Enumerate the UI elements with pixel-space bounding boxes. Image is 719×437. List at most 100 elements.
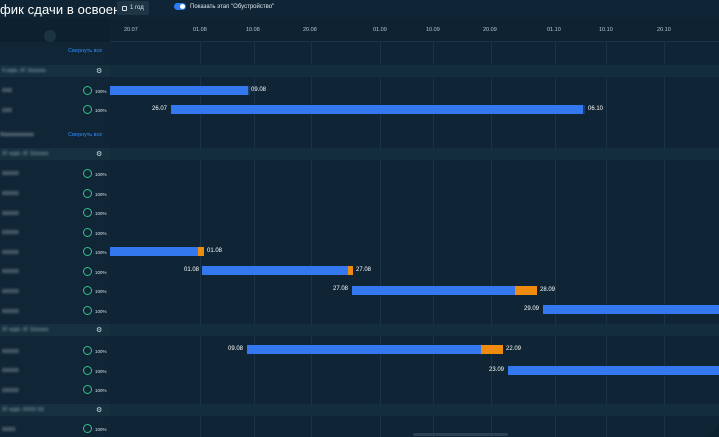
row-percent: 100% — [95, 427, 107, 432]
gantt-bar[interactable] — [352, 286, 515, 295]
bar-start-label: 09.08 — [228, 346, 244, 352]
sidebar-header — [0, 18, 110, 42]
group-header-2[interactable]: ХГ корп. ХГ Ххххххх ⚙ — [0, 148, 110, 160]
row-label: ХХХХХ — [2, 368, 19, 374]
row-percent: 100% — [95, 388, 107, 393]
grid-line — [606, 42, 607, 437]
sidebar: Свернуть все Х корп. ХГ Ххххххх ⚙ ХХХ 10… — [0, 18, 110, 437]
row-label: ХХХХХ — [2, 171, 19, 177]
bar-end-label: 22.09 — [506, 346, 522, 352]
row-label: ХХХХ — [2, 427, 16, 433]
date-tick: 01.09 — [373, 27, 387, 33]
row-percent: 100% — [95, 108, 107, 113]
row-label: ХХХХХ — [2, 230, 19, 236]
progress-ring-icon — [83, 424, 92, 433]
bar-end-label: 06.10 — [588, 106, 604, 112]
group-title: ХГ корп. ХГ Ххххххх — [2, 151, 49, 157]
gear-icon[interactable]: ⚙ — [96, 68, 103, 75]
range-button-label: 1 год — [130, 5, 144, 11]
bar-start-label: 26.07 — [152, 106, 168, 112]
toggle-label: Показать этап "Обустройство" — [190, 3, 275, 10]
obustroystvo-segment[interactable] — [515, 286, 537, 295]
group-title: ХГ корп. ХХХХ ХХ — [2, 407, 45, 413]
row-label: ХХХ — [2, 108, 13, 114]
progress-ring-icon — [83, 208, 92, 217]
grid-line — [491, 42, 492, 437]
row-percent: 100% — [95, 192, 107, 197]
date-tick: 20.07 — [124, 27, 138, 33]
row-percent: 100% — [95, 250, 107, 255]
row-label: ХХХХХ — [2, 250, 19, 256]
obustroystvo-segment[interactable] — [481, 345, 503, 354]
grid-line — [433, 42, 434, 437]
progress-ring-icon — [83, 366, 92, 375]
section-title: Хххххххххххх — [0, 132, 34, 138]
date-tick: 20.10 — [657, 27, 671, 33]
gantt-bar[interactable] — [110, 247, 198, 256]
bar-end-label: 28.09 — [540, 287, 556, 293]
bar-start-label: 23.09 — [489, 367, 505, 373]
bar-start-label: 29.09 — [524, 306, 540, 312]
calendar-icon — [122, 5, 127, 11]
gear-icon[interactable]: ⚙ — [96, 151, 103, 158]
row-label: ХХХХХ — [2, 191, 19, 197]
row-percent: 100% — [95, 289, 107, 294]
horizontal-scrollbar[interactable] — [413, 433, 508, 436]
row-label: ХХХХХ — [2, 289, 19, 295]
progress-ring-icon — [83, 346, 92, 355]
group-band — [110, 65, 719, 77]
progress-ring-icon — [83, 286, 92, 295]
date-tick: 01.10 — [547, 27, 561, 33]
toggle-switch[interactable] — [174, 3, 186, 10]
row-label: ХХХХХ — [2, 211, 19, 217]
show-obustroystvo-toggle[interactable]: Показать этап "Обустройство" — [174, 3, 274, 10]
progress-ring-icon — [83, 247, 92, 256]
row-percent: 100% — [95, 89, 107, 94]
avatar — [44, 30, 56, 42]
progress-ring-icon — [83, 228, 92, 237]
bar-end-label: 27.08 — [356, 267, 372, 273]
group-band — [110, 404, 719, 416]
top-bar: фик сдачи в освоение 1 год Показать этап… — [0, 0, 719, 18]
group-title: ХГ корп. ХГ Ххххххх — [2, 327, 49, 333]
row-label: ХХХ — [2, 88, 13, 94]
row-percent: 100% — [95, 172, 107, 177]
range-button[interactable]: 1 год — [117, 1, 149, 15]
bar-start-label: 01.08 — [184, 267, 200, 273]
obustroystvo-segment[interactable] — [198, 247, 204, 256]
gear-icon[interactable]: ⚙ — [96, 407, 103, 414]
collapse-all-link-1[interactable]: Свернуть все — [68, 48, 103, 54]
group-header-3[interactable]: ХГ корп. ХГ Ххххххх ⚙ — [0, 324, 110, 336]
progress-ring-icon — [83, 189, 92, 198]
grid-line — [254, 42, 255, 437]
timeline-header: 20.07 01.08 10.08 20.08 01.09 10.09 20.0… — [110, 18, 719, 42]
gantt-bar[interactable] — [202, 266, 348, 275]
progress-ring-icon — [83, 86, 92, 95]
gear-icon[interactable]: ⚙ — [96, 327, 103, 334]
progress-ring-icon — [83, 306, 92, 315]
collapse-all-link-2[interactable]: Свернуть все — [68, 132, 103, 138]
gantt-bar[interactable] — [508, 366, 719, 375]
group-header-1[interactable]: Х корп. ХГ Ххххххх ⚙ — [0, 65, 110, 77]
page-title: фик сдачи в освоение — [0, 1, 136, 17]
date-tick: 20.08 — [303, 27, 317, 33]
group-header-4[interactable]: ХГ корп. ХХХХ ХХ ⚙ — [0, 404, 110, 416]
grid-line — [664, 42, 665, 437]
gantt-bar[interactable] — [171, 105, 585, 114]
date-tick: 01.08 — [193, 27, 207, 33]
date-tick: 10.09 — [426, 27, 440, 33]
gantt-bar[interactable] — [247, 345, 481, 354]
bar-end-marker — [248, 86, 250, 95]
row-percent: 100% — [95, 270, 107, 275]
obustroystvo-segment[interactable] — [348, 266, 353, 275]
grid-line — [311, 42, 312, 437]
progress-ring-icon — [83, 105, 92, 114]
date-tick: 10.08 — [246, 27, 260, 33]
gantt-bar[interactable] — [543, 305, 719, 314]
bar-start-label: 27.08 — [333, 286, 349, 292]
grid-line — [555, 42, 556, 437]
gantt-bar[interactable] — [110, 86, 249, 95]
row-percent: 100% — [95, 211, 107, 216]
gantt-grid: 20.07 01.08 10.08 20.08 01.09 10.09 20.0… — [110, 18, 719, 437]
